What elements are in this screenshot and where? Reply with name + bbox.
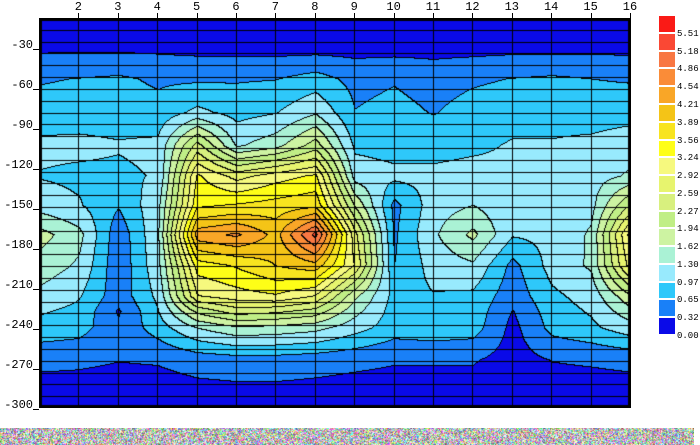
x-tick-mark — [157, 13, 158, 18]
x-tick-label: 13 — [504, 0, 519, 14]
colorbar-label: 5.18 — [677, 46, 699, 57]
y-tick-mark — [33, 249, 39, 250]
colorbar-label: 4.21 — [677, 100, 699, 110]
x-tick-label: 4 — [153, 0, 161, 14]
y-tick-mark — [33, 129, 39, 130]
x-tick-label: 16 — [622, 0, 638, 14]
x-tick-mark — [551, 13, 552, 18]
x-tick-mark — [591, 13, 592, 18]
x-tick-mark — [275, 13, 276, 18]
y-tick-mark — [33, 89, 39, 90]
colorbar-swatch — [659, 229, 675, 246]
colorbar-label: 4.54 — [677, 82, 699, 93]
colorbar-label: 4.86 — [677, 64, 699, 75]
colorbar-label: 1.62 — [677, 242, 699, 253]
colorbar-label: 3.24 — [677, 153, 699, 164]
colorbar-label: 0.65 — [677, 295, 699, 306]
x-tick-label: 12 — [465, 0, 480, 14]
colorbar-swatch — [659, 105, 675, 121]
colorbar-swatch — [659, 158, 675, 175]
colorbar-swatch — [659, 140, 675, 157]
colorbar-swatch — [659, 122, 675, 139]
colorbar-label: 0.32 — [677, 313, 699, 324]
x-tick-label: 9 — [350, 0, 358, 14]
y-tick-label: -150 — [4, 198, 33, 212]
x-tick-label: 14 — [543, 0, 559, 14]
x-tick-label: 5 — [192, 0, 201, 14]
x-tick-mark — [630, 13, 631, 18]
x-tick-label: 15 — [583, 0, 598, 14]
x-tick-mark — [354, 13, 355, 18]
colorbar-label: 1.94 — [677, 224, 699, 235]
y-tick-label: -90 — [11, 118, 33, 132]
y-tick-mark — [33, 409, 39, 410]
y-tick-label: -120 — [4, 158, 33, 172]
colorbar-swatch — [659, 282, 675, 299]
y-tick-label: -300 — [4, 398, 33, 412]
colorbar-swatch — [659, 300, 675, 317]
y-tick-mark — [33, 329, 39, 330]
x-tick-mark — [78, 13, 79, 18]
y-tick-label: -30 — [11, 38, 33, 52]
x-tick-label: 10 — [386, 0, 401, 14]
x-tick-mark — [512, 13, 513, 18]
colorbar-label: 2.59 — [677, 188, 699, 199]
y-tick-label: -270 — [4, 358, 33, 372]
y-tick-label: -60 — [11, 78, 33, 92]
colorbar-swatch — [659, 51, 675, 68]
x-tick-mark — [315, 13, 316, 18]
dither-noise-strip — [0, 428, 694, 445]
colorbar-swatch — [659, 247, 675, 263]
y-tick-mark — [33, 369, 39, 370]
colorbar-label: 0.00 — [677, 330, 699, 341]
y-tick-label: -210 — [4, 278, 33, 292]
x-tick-label: 7 — [271, 0, 279, 14]
colorbar-swatch — [659, 193, 675, 210]
colorbar-label: 2.92 — [677, 171, 699, 182]
x-tick-mark — [236, 13, 237, 18]
x-tick-label: 6 — [232, 0, 240, 14]
y-tick-label: -180 — [4, 238, 33, 252]
colorbar-label: 2.27 — [677, 206, 699, 217]
x-tick-label: 11 — [425, 0, 441, 14]
x-tick-mark — [197, 13, 198, 18]
x-tick-mark — [118, 13, 119, 18]
y-tick-mark — [33, 209, 39, 210]
colorbar-swatch — [659, 318, 675, 334]
colorbar-swatch — [659, 264, 675, 281]
colorbar-swatch — [659, 33, 675, 50]
colorbar-swatch — [659, 176, 675, 192]
colorbar-label: 0.97 — [677, 277, 699, 288]
colorbar-swatch — [659, 211, 675, 228]
y-tick-mark — [33, 289, 39, 290]
colorbar-swatch — [659, 87, 675, 103]
x-tick-label: 2 — [74, 0, 82, 14]
y-tick-label: -240 — [4, 318, 33, 332]
x-tick-mark — [433, 13, 434, 18]
x-tick-mark — [394, 13, 395, 18]
colorbar-label: 1.30 — [677, 259, 699, 270]
x-tick-label: 3 — [114, 0, 122, 14]
colorbar-label: 5.51 — [677, 28, 699, 39]
x-tick-label: 8 — [311, 0, 319, 14]
y-tick-mark — [33, 49, 39, 50]
colorbar-label: 3.89 — [677, 117, 699, 128]
colorbar-swatch — [659, 16, 675, 32]
colorbar-swatch — [659, 69, 675, 86]
y-tick-mark — [33, 169, 39, 170]
contour-field-canvas — [39, 18, 631, 408]
x-tick-mark — [472, 13, 473, 18]
colorbar-label: 3.56 — [677, 135, 699, 146]
